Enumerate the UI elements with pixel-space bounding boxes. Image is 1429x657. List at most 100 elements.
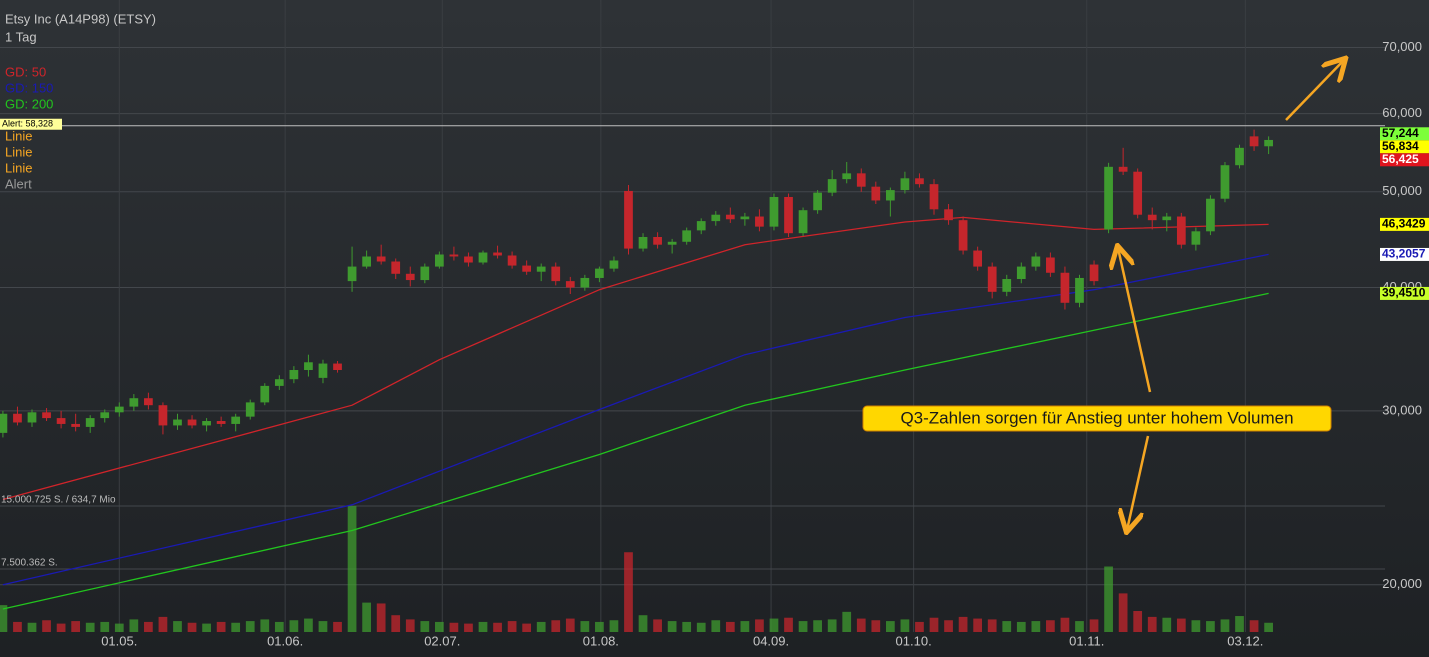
candle-body bbox=[42, 412, 51, 419]
volume-bar bbox=[1089, 619, 1099, 632]
candle-body bbox=[1249, 136, 1259, 147]
legend-entry: Linie bbox=[5, 128, 32, 143]
volume-bar bbox=[245, 621, 255, 632]
candle-body bbox=[449, 254, 459, 257]
candle-body bbox=[0, 413, 8, 433]
price-label-box bbox=[1380, 153, 1429, 167]
volume-bar bbox=[1060, 617, 1070, 632]
candle-body bbox=[725, 214, 735, 220]
volume-bar bbox=[769, 618, 779, 632]
candle-body bbox=[1133, 171, 1143, 215]
volume-bar bbox=[1104, 566, 1113, 632]
candle-body bbox=[1031, 256, 1041, 267]
annotation: Q3-Zahlen sorgen für Anstieg unter hohem… bbox=[900, 408, 1293, 427]
volume-bar bbox=[900, 619, 910, 632]
candle-body bbox=[173, 419, 182, 426]
x-tick-label: 01.11. bbox=[1069, 633, 1104, 648]
volume-bar bbox=[1220, 619, 1230, 632]
candle-body bbox=[231, 416, 241, 424]
candle-body bbox=[391, 261, 401, 274]
candle-body bbox=[1046, 257, 1055, 273]
alert-label: Alert: 58,328 bbox=[2, 119, 53, 129]
volume-bar bbox=[274, 621, 284, 632]
annotation-arrow bbox=[1127, 435, 1150, 530]
volume-bar bbox=[929, 617, 939, 632]
price-label-box bbox=[1380, 286, 1429, 300]
legend-entry: GD: 150 bbox=[5, 80, 53, 95]
x-tick-label: 03.12. bbox=[1227, 633, 1263, 648]
volume-bar bbox=[405, 619, 415, 632]
candle-body bbox=[871, 186, 881, 201]
candle-body bbox=[536, 266, 546, 272]
candle-body bbox=[958, 220, 968, 251]
candle-body bbox=[624, 190, 633, 249]
candle-body bbox=[114, 406, 124, 413]
volume-bar bbox=[56, 623, 66, 632]
candle-body bbox=[609, 260, 619, 269]
volume-bar bbox=[696, 622, 706, 632]
price-label: 46,3429 bbox=[1382, 217, 1426, 231]
candle-body bbox=[944, 209, 953, 221]
volume-bar bbox=[507, 621, 517, 632]
volume-bar bbox=[376, 603, 386, 632]
candle-body bbox=[376, 256, 386, 262]
volume-bar bbox=[347, 506, 357, 632]
volume-bar bbox=[304, 618, 313, 632]
price-label: 56,425 bbox=[1382, 152, 1419, 166]
volume-bar bbox=[493, 622, 502, 632]
volume-bar bbox=[333, 621, 342, 632]
moving-average bbox=[2, 292, 1269, 610]
candle-body bbox=[784, 196, 793, 234]
volume-bar bbox=[1016, 621, 1026, 632]
volume-bar bbox=[1133, 611, 1143, 632]
candle-body bbox=[885, 190, 895, 201]
candle-body bbox=[85, 418, 95, 427]
volume-bar bbox=[755, 619, 764, 632]
trend-arrow bbox=[1285, 60, 1344, 121]
volume-bar bbox=[42, 620, 51, 632]
candle-body bbox=[653, 236, 662, 245]
candle-body bbox=[333, 363, 342, 371]
volume-bar bbox=[1118, 593, 1128, 632]
candle-body bbox=[1206, 198, 1215, 232]
volume-bar bbox=[958, 616, 968, 632]
volume-tick-label: 7.500.362 S. bbox=[1, 558, 58, 569]
volume-bar bbox=[1147, 616, 1157, 632]
candle-body bbox=[1104, 166, 1113, 230]
volume-bar bbox=[667, 621, 677, 632]
candle-body bbox=[56, 418, 66, 424]
volume-bar bbox=[1002, 621, 1012, 632]
candle-body bbox=[260, 385, 270, 403]
volume-bar bbox=[522, 623, 532, 632]
candle-body bbox=[405, 273, 415, 281]
candle-body bbox=[245, 402, 255, 417]
candle-body bbox=[915, 178, 924, 185]
volume-bar bbox=[740, 621, 750, 632]
candle-body bbox=[1089, 264, 1099, 282]
candle-body bbox=[129, 398, 139, 407]
volume-bar bbox=[885, 621, 895, 632]
volume-bar bbox=[609, 620, 619, 632]
volume-bar bbox=[391, 615, 401, 632]
candle-body bbox=[798, 210, 808, 234]
price-label: 39,4510 bbox=[1382, 286, 1426, 300]
price-label-box bbox=[1380, 140, 1429, 154]
volume-tick-label: 15.000.725 S. / 634,7 Mio bbox=[1, 495, 116, 506]
candle-body bbox=[711, 214, 721, 222]
volume-bar bbox=[13, 621, 22, 632]
candle-body bbox=[202, 421, 211, 426]
volume-bar bbox=[842, 611, 852, 632]
candle-body bbox=[1235, 147, 1244, 166]
candle-body bbox=[478, 252, 488, 263]
volume-bar bbox=[114, 623, 124, 632]
candle-body bbox=[464, 256, 473, 263]
candle-body bbox=[216, 421, 226, 424]
candle-body bbox=[696, 221, 706, 231]
volume-bar bbox=[158, 616, 168, 632]
candle-body bbox=[318, 363, 328, 378]
candle-body bbox=[595, 268, 604, 278]
candle-body bbox=[187, 419, 197, 426]
volume-bar bbox=[973, 618, 983, 632]
volume-bar bbox=[1249, 620, 1259, 632]
x-tick-label: 04.09. bbox=[753, 633, 789, 648]
